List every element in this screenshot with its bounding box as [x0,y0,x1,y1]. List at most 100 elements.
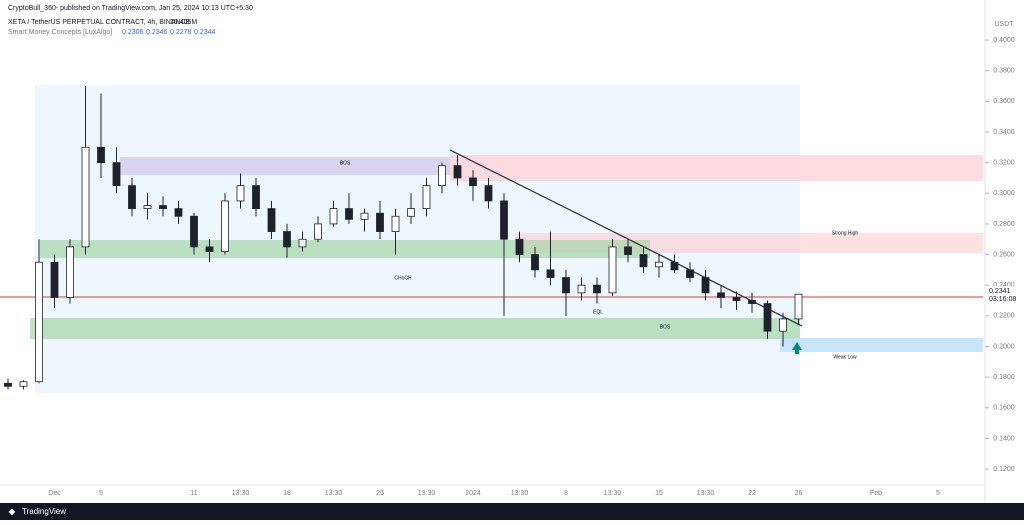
annotation: BOS [660,324,671,330]
candle-body [469,177,477,187]
candle-body [97,146,105,164]
candle-body [35,261,43,383]
y-tick-label: 0.3600 [993,98,1015,105]
y-tick-label: 0.3200 [993,159,1015,166]
candle-body [670,261,679,271]
x-tick-label: 13:30 [418,490,436,497]
countdown: 03:16:08 [989,296,1016,303]
candle-body [593,284,601,294]
y-tick-label: 0.3800 [993,68,1015,75]
candle-body [639,254,648,268]
candle-body [484,185,493,202]
candle-body [112,162,121,187]
x-tick-label: 13:30 [604,490,622,497]
x-tick-label: 13:30 [697,490,715,497]
candle-body [438,165,446,187]
last-price: 0.2341 [989,288,1011,295]
x-tick-label: 2024 [465,490,481,497]
demand-zone [780,338,983,352]
candle-body [128,185,136,209]
annotation: EQL [593,309,603,315]
x-tick-label: 26 [795,490,803,497]
y-tick-label: 0.2400 [993,282,1015,289]
x-tick-label: 5 [936,490,940,497]
candle-body [546,269,555,278]
candle-body [267,208,276,232]
candle-body [50,261,59,298]
y-tick-label: 0.1800 [993,374,1015,381]
candle-body [562,277,570,294]
indicator-value: 0.2306 [122,29,144,36]
annotation: CHoCH [394,275,412,281]
y-tick-label: 0.1600 [993,405,1015,412]
x-tick-label: 13:30 [232,490,250,497]
candle-body [515,238,524,255]
x-tick-label: 22 [748,490,756,497]
candle-body [748,300,756,304]
candle-body [577,284,586,294]
x-tick-label: 8 [564,490,568,497]
x-tick-label: 18 [283,490,291,497]
candle-body [19,381,28,387]
candle-body [345,208,353,220]
candle-body [221,200,229,252]
candle-body [298,238,307,248]
publisher: CryptoBull_360- published on TradingView… [8,5,253,12]
candle-body [190,215,198,248]
candle-body [314,223,322,240]
candle-body [143,205,152,209]
candle-body [159,205,167,209]
candle-body [422,185,431,209]
annotation: BOS [340,160,351,166]
candle-body [655,261,663,268]
candle-body [66,246,74,298]
y-tick-label: 0.4000 [993,37,1015,44]
candle-body [407,208,415,217]
indicator-value: 0.2278 [170,29,192,36]
candle-body [205,246,214,252]
price-label-bg [985,286,1024,304]
candle-body [624,246,632,255]
x-tick-label: Feb [870,490,882,497]
candle-body [531,254,539,271]
y-tick-label: 0.2200 [993,313,1015,320]
candle-body [4,382,12,387]
currency: USDT [994,21,1014,28]
y-tick-label: 0.3400 [993,129,1015,136]
candle-body [732,297,741,301]
y-tick-label: 0.2600 [993,251,1015,258]
trend-line [449,149,803,327]
candle-body [717,292,725,298]
candle-body [453,165,462,179]
indicator-value: 0.2346 [146,29,168,36]
supply-zone [450,155,983,181]
candle-body [376,212,384,232]
candle-body [283,231,291,248]
candle-body [391,215,400,232]
y-tick-label: 0.2800 [993,221,1015,228]
brand: TradingView [22,507,66,516]
footer-bar [0,503,1024,520]
y-tick-label: 0.2000 [993,343,1015,350]
demand-zone [40,240,650,258]
demand-zone [30,318,800,339]
y-tick-label: 0.1400 [993,435,1015,442]
candle-body [779,318,787,332]
candle-body [763,303,772,332]
candle-body [360,212,369,220]
y-tick-label: 0.1200 [993,466,1015,473]
candle-body [236,185,245,202]
candle-body [500,200,508,240]
x-tick-label: 13:30 [511,490,529,497]
x-tick-label: 13:30 [325,490,343,497]
brand-logo: ◆ [8,507,16,516]
candle-body [174,208,183,217]
x-tick-label: 11 [190,490,197,497]
annotation: Strong High [832,230,859,236]
supply-zone [120,157,450,175]
candle-body [794,293,803,320]
x-tick-label: 5 [99,490,103,497]
volume: 15.406M [170,19,197,26]
